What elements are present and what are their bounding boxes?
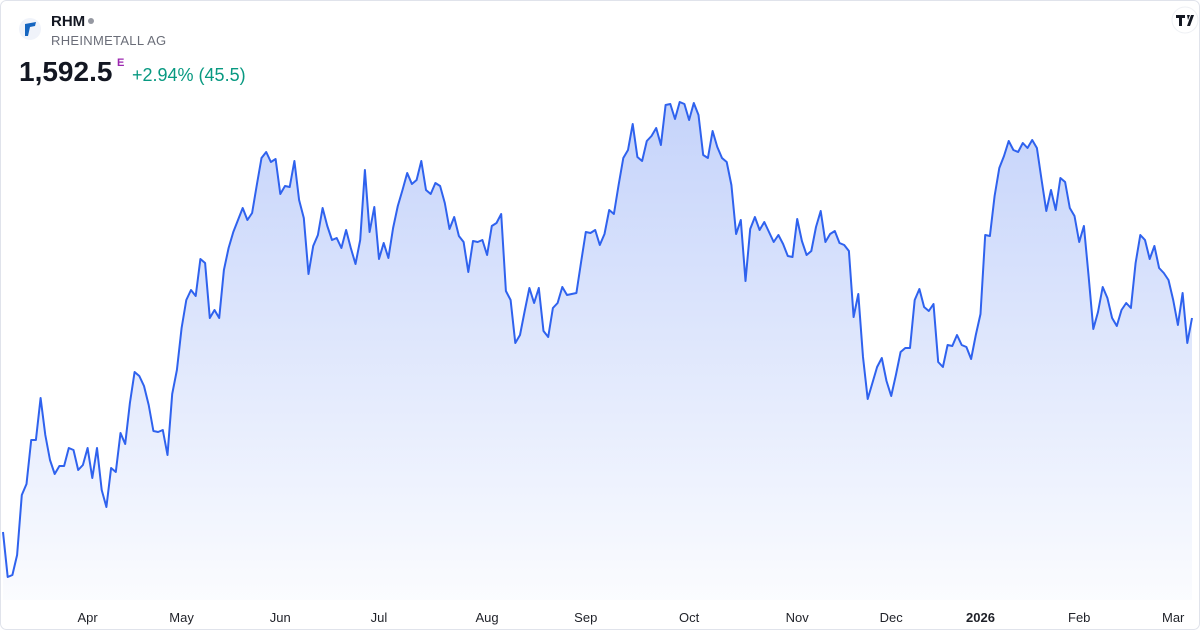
symbol: RHM — [51, 13, 85, 30]
x-tick-label: Oct — [679, 610, 700, 625]
area-fill — [3, 102, 1192, 600]
x-tick-label: Mar — [1162, 610, 1185, 625]
x-tick-label: Nov — [786, 610, 810, 625]
company-name: RHEINMETALL AG — [51, 33, 166, 48]
x-tick-label: Jun — [270, 610, 291, 625]
price-flag: E — [117, 57, 124, 69]
x-tick-label: Dec — [880, 610, 904, 625]
x-tick-label: Feb — [1068, 610, 1090, 625]
x-tick-label: May — [169, 610, 194, 625]
x-tick-label: Jul — [371, 610, 388, 625]
tv-logo — [1171, 6, 1199, 34]
price-line — [2, 101, 1193, 578]
symbol-logo — [19, 18, 41, 40]
plot: Apr May Jun Jul Aug Sep Oct Nov Dec 2026 Feb Mar — [2, 101, 1193, 625]
x-tick-label: 2026 — [966, 610, 995, 625]
price-change: +2.94% (45.5) — [132, 65, 246, 85]
x-tick-label: Apr — [77, 610, 98, 625]
x-tick-label: Aug — [475, 610, 498, 625]
price: 1,592.5 — [19, 56, 112, 87]
x-tick-label: Sep — [574, 610, 597, 625]
status-dot — [88, 18, 94, 24]
